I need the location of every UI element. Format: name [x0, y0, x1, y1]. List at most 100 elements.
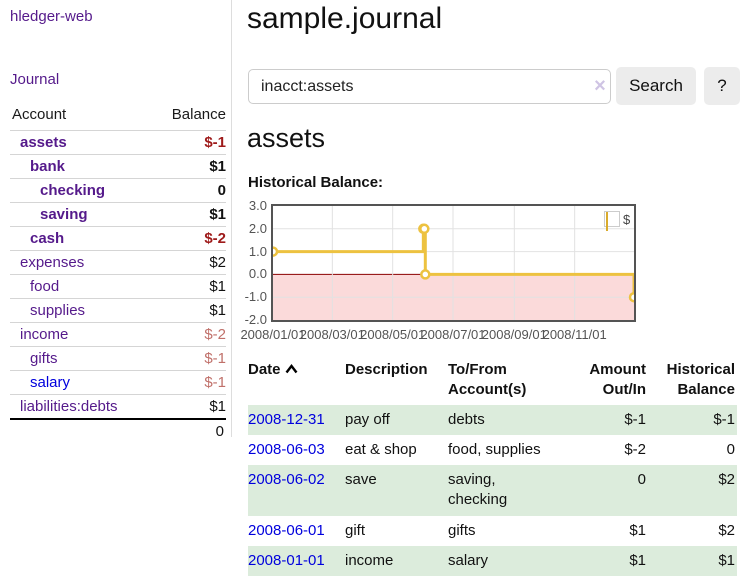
- accounts-total: 0: [215, 423, 224, 440]
- clear-search-icon[interactable]: ×: [594, 75, 606, 97]
- account-balance-table: Account Balance assets $-1 bank $1 checking 0…: [10, 103, 226, 443]
- account-balance: $-2: [204, 326, 226, 343]
- txn-balance-cell: $2: [718, 521, 735, 539]
- txn-description-cell: pay off: [345, 404, 448, 435]
- x-axis-tick-label: 2008/09/01: [481, 327, 547, 342]
- account-link-supplies[interactable]: supplies: [30, 302, 86, 319]
- txn-date-cell: 2008-06-01: [248, 516, 345, 546]
- transaction-row: 2008-06-03 eat & shop food, supplies $-2 0: [248, 435, 737, 465]
- chart-border: [271, 204, 636, 322]
- txn-balance-cell: 0: [726, 440, 735, 458]
- account-link-food[interactable]: food: [30, 278, 60, 295]
- y-axis-tick-label: 3.0: [248, 198, 267, 213]
- col-header-historical-balance: Historical Balance: [666, 361, 735, 399]
- account-row: food $1: [10, 274, 226, 298]
- account-link-assets[interactable]: assets: [20, 134, 67, 151]
- account-balance: $1: [209, 158, 226, 175]
- txn-date-link[interactable]: 2008-06-03: [248, 440, 325, 458]
- sort-ascending-icon[interactable]: [285, 364, 298, 374]
- account-link-saving[interactable]: saving: [40, 206, 88, 223]
- txn-date-link[interactable]: 2008-06-02: [248, 471, 325, 488]
- account-row: gifts $-1: [10, 346, 226, 370]
- account-link-liabilities-debts[interactable]: liabilities:debts: [20, 398, 118, 415]
- col-header-amount-out-in: Amount Out/In: [589, 361, 646, 399]
- sidebar: hledger-web Journal Account Balance asse…: [0, 0, 232, 440]
- txn-description-cell: gift: [345, 521, 366, 539]
- account-balance: $-1: [204, 374, 226, 391]
- account-link-checking[interactable]: checking: [40, 182, 106, 199]
- txn-date-cell: 2008-06-03: [248, 435, 345, 465]
- account-balance: $1: [209, 398, 226, 415]
- account-link-expenses[interactable]: expenses: [20, 254, 85, 271]
- account-row: saving $1: [10, 202, 226, 226]
- txn-date-cell: 2008-12-31: [248, 404, 345, 435]
- col-header-description: Description: [345, 361, 428, 378]
- txn-date-link[interactable]: 2008-12-31: [248, 410, 325, 428]
- y-axis-tick-label: -1.0: [244, 289, 267, 305]
- account-link-gifts[interactable]: gifts: [30, 350, 58, 367]
- txn-amount-cell: $1: [629, 521, 646, 539]
- x-axis-tick-label: 2008/01/01: [240, 327, 306, 342]
- y-axis-tick-label: -2.0: [244, 312, 267, 327]
- x-axis-tick-label: 2008/03/01: [299, 327, 365, 342]
- account-column-header: Account: [12, 106, 67, 123]
- col-header-to-from-account-s-: To/From Account(s): [448, 361, 527, 399]
- account-table-body: assets $-1 bank $1 checking 0 saving $1 cash $-2 e…: [10, 130, 226, 420]
- y-axis-tick-label: 0.0: [248, 266, 267, 282]
- account-row: cash $-2: [10, 226, 226, 250]
- account-balance: 0: [217, 182, 226, 199]
- txn-accounts-cell: gifts: [448, 521, 476, 539]
- transaction-row: 2008-12-31 pay off debts $-1 $-1: [248, 404, 737, 435]
- account-row: checking 0: [10, 178, 226, 202]
- account-link-cash[interactable]: cash: [30, 230, 65, 247]
- app-title-link[interactable]: hledger-web: [10, 8, 93, 25]
- account-link-salary[interactable]: salary: [30, 374, 71, 391]
- txn-balance-cell: $1: [648, 545, 737, 576]
- txn-amount-cell: $-1: [560, 404, 648, 435]
- help-button[interactable]: ?: [704, 67, 740, 105]
- transaction-row: 2008-06-02 save saving, checking 0 $2: [248, 465, 737, 516]
- col-header-date[interactable]: Date: [248, 358, 345, 405]
- legend-swatch-icon: [606, 212, 608, 231]
- account-balance: $1: [209, 302, 226, 319]
- balance-column-header: Balance: [171, 106, 226, 123]
- txn-amount-cell: $-2: [624, 440, 646, 458]
- account-balance: $1: [209, 206, 226, 223]
- x-axis-tick-label: 2008/05/01: [360, 327, 426, 342]
- data-point-marker: [419, 223, 430, 235]
- account-balance: $1: [209, 278, 226, 295]
- search-input[interactable]: [248, 69, 611, 104]
- chart-title: Historical Balance:: [248, 174, 384, 191]
- account-link-bank[interactable]: bank: [30, 158, 66, 175]
- account-row: income $-2: [10, 322, 226, 346]
- account-link-income[interactable]: income: [20, 326, 69, 343]
- y-axis-tick-label: 2.0: [248, 220, 267, 236]
- legend-swatch-border: [604, 211, 620, 231]
- transactions-table: Date Description To/From Account(s) Amount Ou…: [248, 358, 737, 576]
- txn-description-cell: eat & shop: [345, 440, 417, 458]
- account-row: supplies $1: [10, 298, 226, 322]
- account-row: bank $1: [10, 154, 226, 178]
- account-row: salary $-1: [10, 370, 226, 394]
- sidebar-item-journal[interactable]: Journal: [10, 71, 60, 88]
- account-row: expenses $2: [10, 250, 226, 274]
- chart-legend: $: [604, 211, 630, 231]
- txn-date-link[interactable]: 2008-06-01: [248, 521, 325, 539]
- search-button[interactable]: Search: [616, 67, 696, 105]
- txn-description-cell: save: [345, 465, 448, 516]
- x-axis-tick-label: 2008/07/01: [420, 327, 486, 342]
- txn-amount-cell: $1: [560, 545, 648, 576]
- txn-date-link[interactable]: 2008-01-01: [248, 551, 325, 569]
- account-table-header: Account Balance: [10, 103, 226, 130]
- account-row: assets $-1: [10, 130, 226, 154]
- txn-description-cell: income: [345, 545, 448, 576]
- txn-amount-cell: 0: [560, 465, 648, 516]
- txn-accounts-cell: food, supplies: [448, 440, 541, 458]
- account-row: liabilities:debts $1: [10, 394, 226, 420]
- account-balance: $-1: [204, 134, 226, 151]
- txn-balance-cell: $2: [648, 465, 737, 516]
- y-axis-tick-label: 1.0: [248, 243, 267, 259]
- account-balance: $-2: [204, 230, 226, 247]
- transaction-row: 2008-06-01 gift gifts $1 $2: [248, 516, 737, 546]
- chart-plot-area[interactable]: [271, 204, 636, 322]
